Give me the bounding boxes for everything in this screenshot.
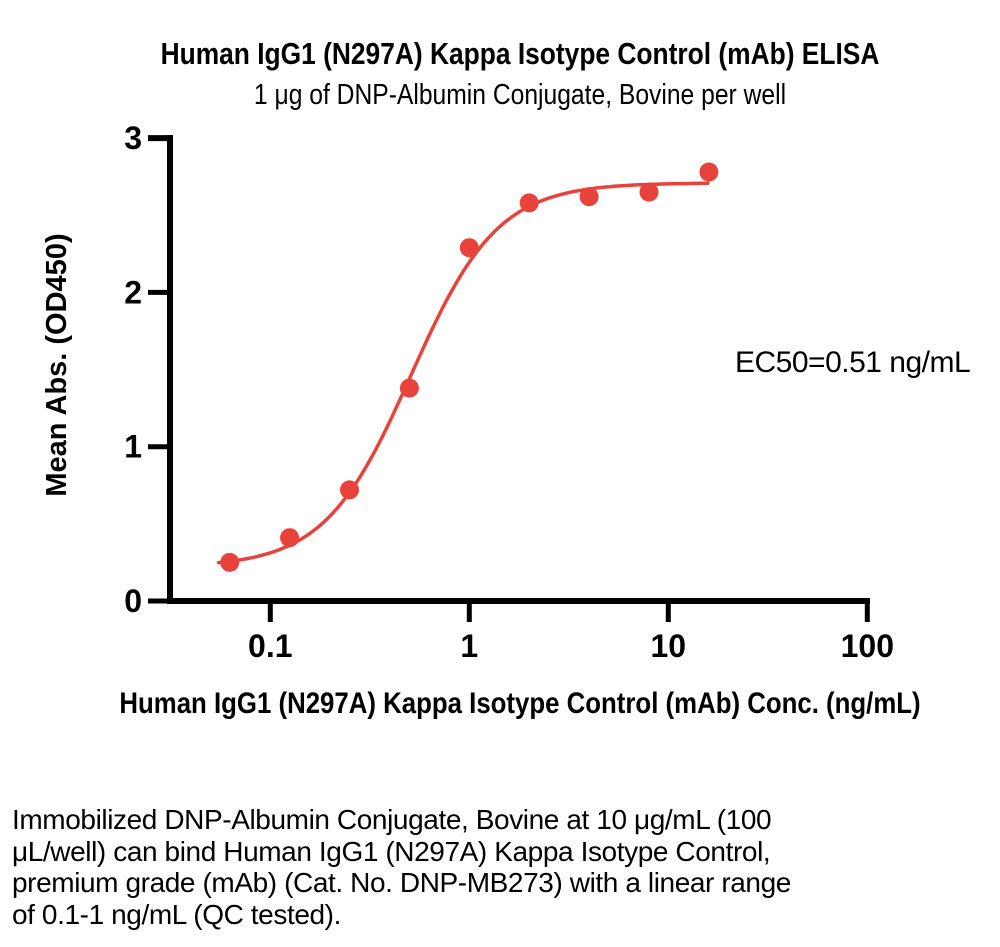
data-points-group xyxy=(220,162,719,572)
data-point xyxy=(699,162,719,182)
fit-curve xyxy=(216,181,710,565)
y-tick-label: 3 xyxy=(124,120,142,156)
axes: 0 1 2 3 0.1 1 10 100 xyxy=(124,120,894,664)
y-tick-label: 0 xyxy=(124,583,142,619)
x-tick-label: 1 xyxy=(460,628,478,664)
data-point xyxy=(280,528,300,548)
fit-curve-group xyxy=(216,181,710,565)
data-point xyxy=(340,480,359,500)
x-tick-label: 0.1 xyxy=(248,628,292,664)
chart-subtitle: 1 μg of DNP-Albumin Conjugate, Bovine pe… xyxy=(253,79,787,111)
y-tick-label: 1 xyxy=(124,429,142,465)
y-tick-label: 2 xyxy=(124,274,142,310)
x-axis-title: Human IgG1 (N297A) Kappa Isotype Control… xyxy=(119,687,921,720)
data-point xyxy=(579,187,599,207)
data-point xyxy=(519,193,539,213)
figure-caption: Immobilized DNP-Albumin Conjugate, Bovin… xyxy=(12,804,791,930)
data-point xyxy=(459,238,479,258)
chart-title: Human IgG1 (N297A) Kappa Isotype Control… xyxy=(160,36,880,71)
x-tick-label: 100 xyxy=(841,628,894,664)
y-axis-title: Mean Abs. (OD450) xyxy=(41,233,73,497)
data-point xyxy=(399,378,419,398)
data-point xyxy=(639,182,659,202)
plot-area: 0 1 2 3 0.1 1 10 100 xyxy=(124,120,894,664)
ec50-annotation: EC50=0.51 ng/mL xyxy=(735,346,971,379)
x-tick-label: 10 xyxy=(651,628,687,664)
data-point xyxy=(220,552,240,572)
